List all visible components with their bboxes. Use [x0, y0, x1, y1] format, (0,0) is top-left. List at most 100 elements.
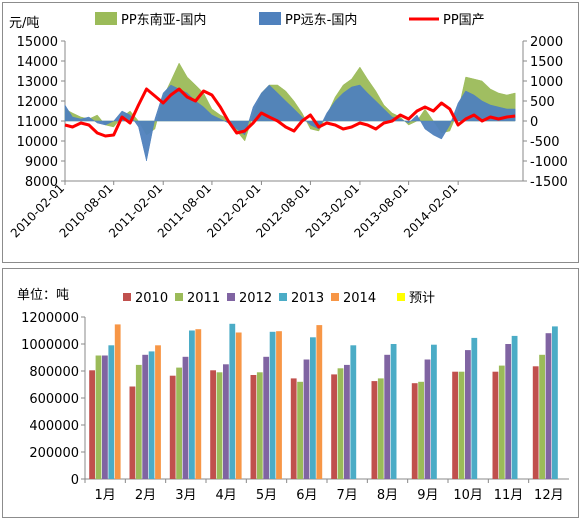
- y-tick-label: 800000: [29, 365, 79, 380]
- left-y-tick-label: 14000: [17, 55, 58, 70]
- legend-swatch-2011: [175, 293, 183, 301]
- right-y-tick-label: 2000: [530, 35, 563, 50]
- legend-label-2: PP国产: [443, 13, 485, 28]
- bar-2012-3月: [182, 356, 189, 479]
- bar-2012-9月: [424, 359, 431, 479]
- right-y-tick-label: -500: [530, 135, 560, 150]
- bar-2010-6月: [290, 378, 297, 479]
- bar-2010-12月: [532, 366, 539, 479]
- left-y-tick-label: 12000: [17, 95, 58, 110]
- y-tick-label: 400000: [29, 419, 79, 434]
- bar-2011-9月: [418, 381, 424, 479]
- y-tick-label: 600000: [29, 392, 79, 407]
- bar-2013-1月: [108, 345, 115, 479]
- series-line-2: [64, 87, 516, 138]
- x-tick-label: 2014-02-01: [401, 181, 460, 240]
- bar-2010-5月: [250, 375, 257, 479]
- bar-2011-6月: [297, 381, 303, 479]
- y-tick-label: 200000: [29, 446, 79, 461]
- bar-2012-2月: [142, 354, 149, 479]
- legend-swatch-2012: [227, 293, 235, 301]
- bar-2014-3月: [195, 329, 202, 479]
- legend-label-2010: 2010: [135, 291, 168, 306]
- x-tick-label: 4月: [216, 488, 237, 503]
- y-tick-label: 0: [71, 473, 79, 488]
- bar-2010-3月: [169, 375, 176, 479]
- bar-2010-9月: [411, 383, 418, 479]
- legend-swatch-2013: [279, 293, 287, 301]
- bar-2012-11月: [505, 344, 512, 479]
- right-y-tick-label: 500: [530, 95, 555, 110]
- bar-2014-5月: [276, 331, 282, 479]
- legend-swatch-2010: [123, 293, 131, 301]
- legend-label-2014: 2014: [343, 291, 376, 306]
- monthly-volume-chart-panel: 单位：吨 0 200000 400000 600000 800000 1000000 120…: [2, 268, 579, 518]
- bar-2014-1月: [114, 324, 121, 479]
- legend-label-1: PP远东-国内: [285, 12, 357, 28]
- x-tick-label: 11月: [494, 488, 524, 503]
- right-y-tick-label: 1500: [530, 55, 563, 70]
- y-axis-unit-label: 单位：吨: [17, 288, 69, 303]
- x-tick-label: 3月: [175, 488, 196, 503]
- bar-2011-11月: [498, 365, 505, 479]
- x-tick-label: 7月: [337, 488, 358, 503]
- bar-2010-4月: [210, 370, 216, 479]
- bar-2013-10月: [471, 337, 478, 479]
- spread-chart: 元/吨 800090001000011000120001300014000150…: [8, 12, 568, 240]
- legend-swatch-2014: [331, 293, 339, 301]
- right-y-tick-label: 0: [530, 115, 538, 130]
- y-tick-label: 1000000: [21, 338, 79, 353]
- y-tick-label: 1200000: [21, 311, 79, 326]
- bar-2010-8月: [371, 381, 378, 479]
- left-y-tick-label: 9000: [25, 155, 58, 170]
- bar-2013-9月: [431, 344, 437, 479]
- bar-2010-2月: [129, 386, 136, 479]
- bar-2013-6月: [310, 337, 316, 480]
- left-y-tick-label: 10000: [17, 135, 58, 150]
- bar-2013-8月: [390, 344, 397, 479]
- spread-chart-panel: 元/吨 8000 9000 10000 11000 12000 13000 14000 150…: [2, 2, 579, 263]
- bar-2013-5月: [269, 331, 276, 479]
- bar-2012-8月: [384, 354, 391, 479]
- legend-swatch-1: [259, 12, 281, 25]
- bar-2012-7月: [344, 364, 350, 479]
- bar-2010-1月: [89, 370, 95, 479]
- series-area-0: [64, 62, 516, 142]
- bar-2011-4月: [216, 372, 223, 479]
- x-tick-label: 5月: [256, 488, 277, 503]
- bar-2012-10月: [465, 350, 471, 479]
- bar-2013-4月: [229, 323, 236, 480]
- left-y-tick-label: 13000: [17, 75, 58, 90]
- legend-label-0: PP东南亚-国内: [121, 12, 206, 28]
- x-tick-label: 6月: [296, 488, 317, 503]
- legend-label-2011: 2011: [187, 291, 220, 306]
- bar-2013-3月: [189, 330, 195, 479]
- series-area-1: [64, 84, 516, 162]
- right-y-tick-label: -1000: [530, 155, 568, 170]
- monthly-volume-chart: 单位：吨 0 200000 400000 600000 800000 1000000 120…: [17, 288, 569, 503]
- right-y-tick-label: 1000: [530, 75, 563, 90]
- bar-2012-12月: [545, 333, 552, 479]
- x-tick-label: 8月: [377, 488, 398, 503]
- bar-2010-10月: [452, 371, 458, 479]
- bar-2013-2月: [148, 351, 155, 479]
- bar-2013-12月: [552, 326, 558, 479]
- bar-2012-5月: [263, 356, 270, 479]
- legend-label-预计: 预计: [409, 291, 435, 306]
- bar-2011-10月: [458, 371, 465, 479]
- left-y-tick-label: 8000: [25, 175, 58, 190]
- bar-2011-7月: [337, 368, 344, 479]
- x-tick-label: 10月: [453, 488, 483, 503]
- left-y-tick-label: 15000: [17, 35, 58, 50]
- right-y-tick-label: -1500: [530, 175, 568, 190]
- bar-2013-7月: [350, 345, 357, 479]
- bar-2014-2月: [155, 345, 161, 479]
- bar-2011-1月: [95, 355, 102, 479]
- bar-2014-4月: [235, 332, 242, 479]
- x-tick-label: 12月: [534, 488, 564, 503]
- legend-swatch-预计: [397, 293, 405, 301]
- bar-2011-2月: [135, 364, 142, 479]
- bar-2011-8月: [377, 378, 384, 479]
- bar-2011-5月: [256, 372, 263, 479]
- x-tick-label: 1月: [95, 488, 116, 503]
